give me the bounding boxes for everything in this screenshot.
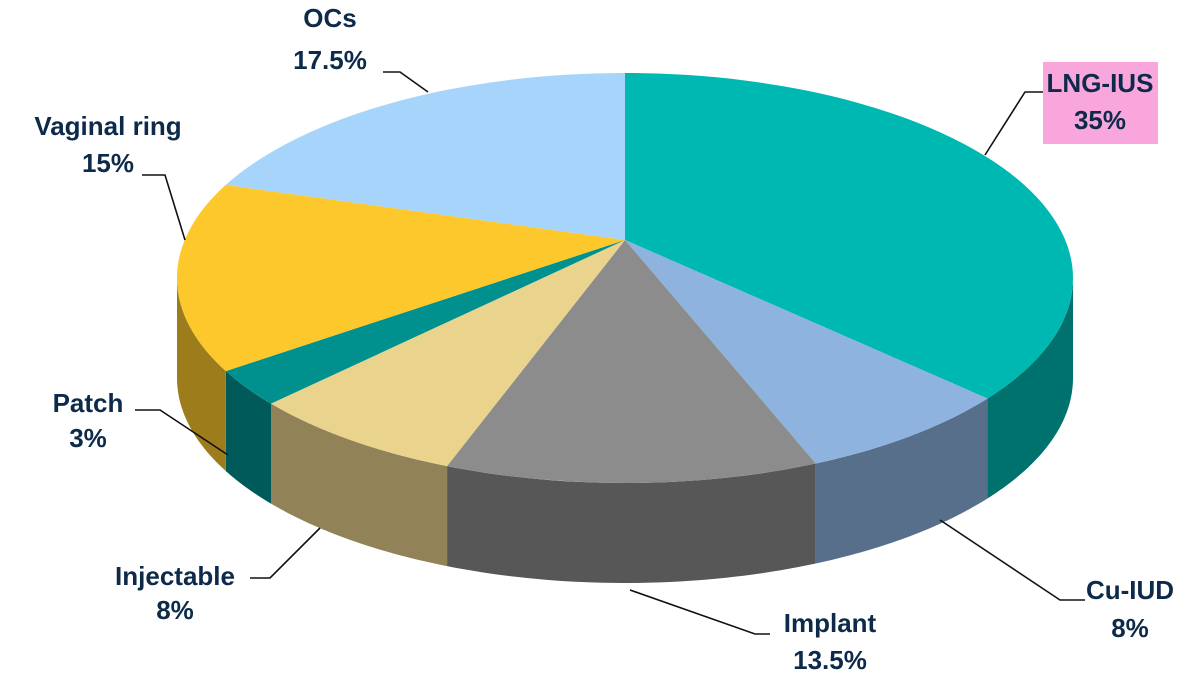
pie-sides (177, 278, 1073, 583)
slice-value-label: 3% (69, 423, 107, 453)
slice-side (271, 403, 448, 567)
pie-slice (271, 240, 625, 467)
leader-line (939, 519, 1085, 601)
pie-slice (176, 184, 625, 372)
slice-value-label: 8% (156, 595, 194, 625)
slice-value-label: 13.5% (793, 645, 867, 675)
slice-value-label: 15% (82, 148, 134, 178)
pie-slice (625, 73, 1073, 399)
slice-value-label: 17.5% (293, 45, 367, 75)
slice-label: Patch (53, 388, 124, 418)
leader-line (383, 71, 429, 93)
slice-label: Implant (784, 608, 877, 638)
slice-label: Cu-IUD (1086, 575, 1174, 605)
pie-slice (625, 240, 988, 464)
slice-side (447, 463, 816, 583)
leader-line (250, 527, 321, 579)
slice-label: LNG-IUS (1047, 68, 1154, 98)
leader-line (135, 409, 229, 456)
slice-side (815, 398, 988, 564)
slice-label: Vaginal ring (34, 111, 181, 141)
leader-line (142, 174, 186, 241)
pie-slice (447, 240, 816, 483)
slice-side (987, 278, 1073, 499)
pie-tops (176, 73, 1073, 483)
pie-slice (225, 73, 625, 240)
slice-label: OCs (303, 3, 356, 33)
label-highlight (1043, 62, 1158, 144)
slice-value-label: 8% (1111, 613, 1149, 643)
slice-side (225, 371, 272, 504)
leader-line (984, 91, 1043, 156)
leader-line (629, 589, 770, 635)
slice-label: Injectable (115, 561, 235, 591)
slice-side (177, 278, 226, 472)
pie-slice (225, 240, 625, 404)
slice-value-label: 35% (1074, 105, 1126, 135)
